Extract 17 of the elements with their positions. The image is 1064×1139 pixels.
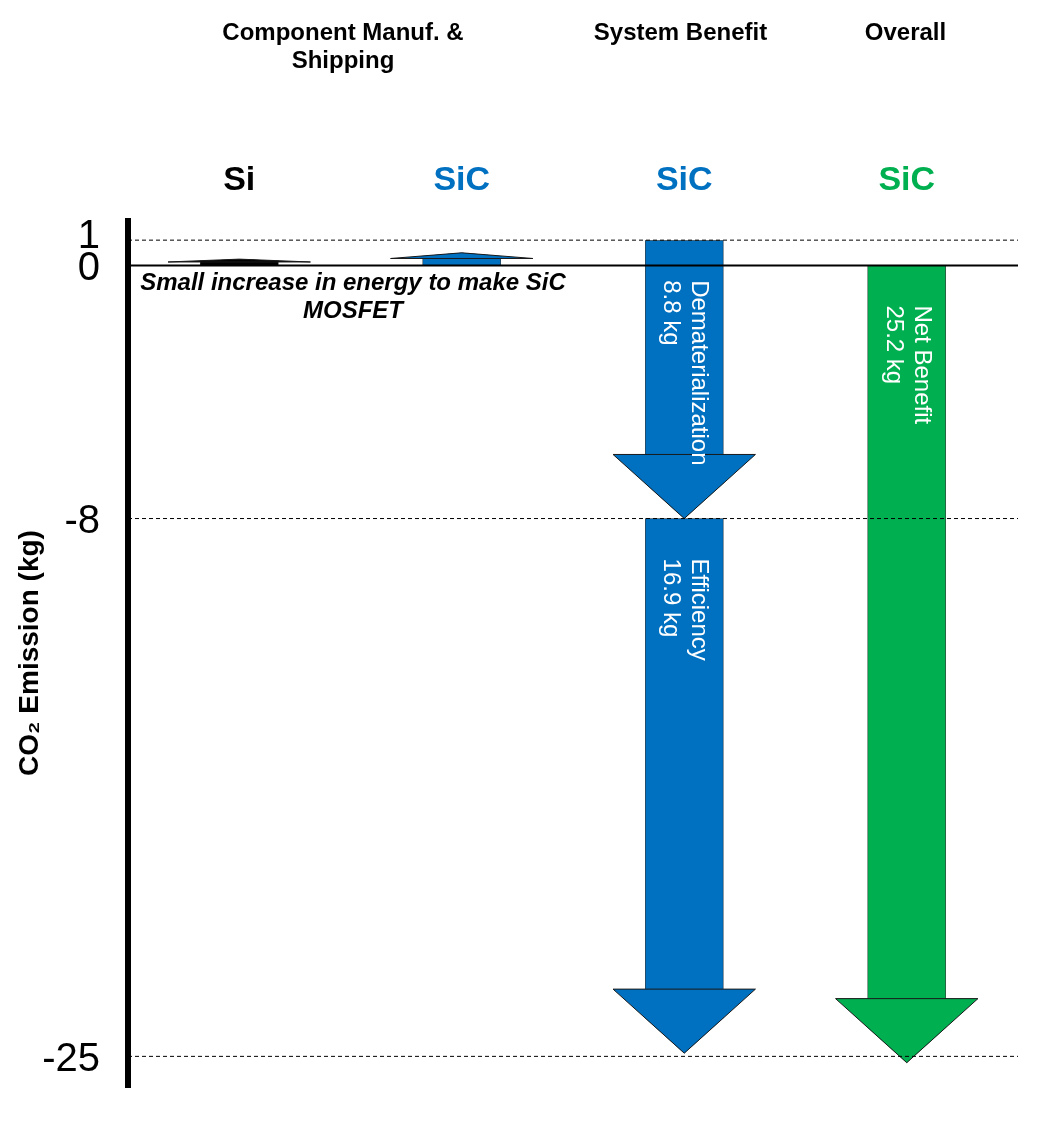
annotation: Small increase in energy to make SiC MOSFET <box>138 268 568 324</box>
series-label: Net Benefit <box>909 305 937 425</box>
x-tick-label: Si <box>223 159 256 197</box>
x-tick-label: SiC <box>433 159 491 197</box>
text: System Benefit <box>592 18 769 46</box>
x-tick-label: SiC <box>878 159 936 197</box>
data-label: 25.2 kg <box>881 305 909 385</box>
y-axis-title: CO₂ Emission (kg) <box>12 530 44 776</box>
data-label: 16.9 kg <box>659 558 687 638</box>
y-tick-label: -25 <box>42 1034 100 1079</box>
text: Component Manuf. & Shipping <box>221 18 465 74</box>
series-label: Efficiency <box>687 558 715 661</box>
text: Overall <box>863 18 948 46</box>
x-tick-label: SiC <box>655 159 713 197</box>
data-label: 8.8 kg <box>659 280 687 346</box>
series-label: Dematerialization <box>687 280 715 466</box>
y-tick-label: -8 <box>64 496 100 541</box>
